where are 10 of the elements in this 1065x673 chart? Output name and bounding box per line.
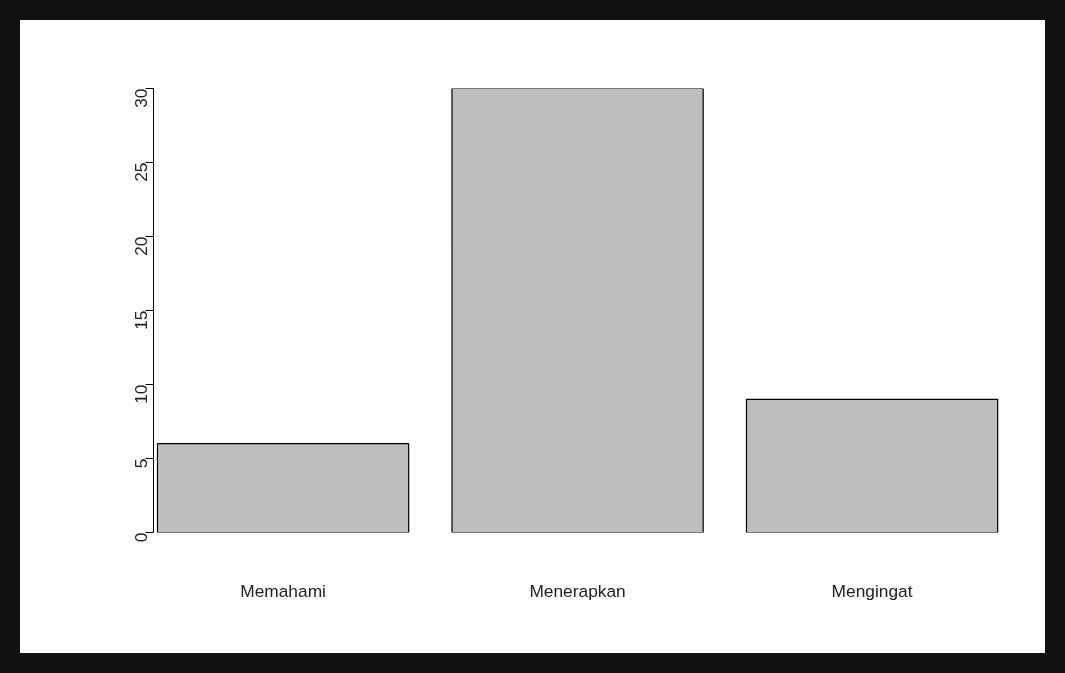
y-tick-label: 30 bbox=[130, 88, 151, 108]
x-tick-label: Mengingat bbox=[831, 580, 913, 601]
y-tick-label: 0 bbox=[130, 532, 151, 543]
x-tick-label: Memahami bbox=[240, 580, 326, 601]
x-tick-label: Menerapkan bbox=[529, 580, 626, 601]
y-tick-label: 20 bbox=[130, 236, 151, 256]
y-tick-label: 15 bbox=[130, 310, 151, 330]
y-tick-label: 10 bbox=[130, 384, 151, 404]
y-tick-label: 25 bbox=[130, 162, 151, 182]
y-tick-label: 5 bbox=[130, 458, 151, 469]
